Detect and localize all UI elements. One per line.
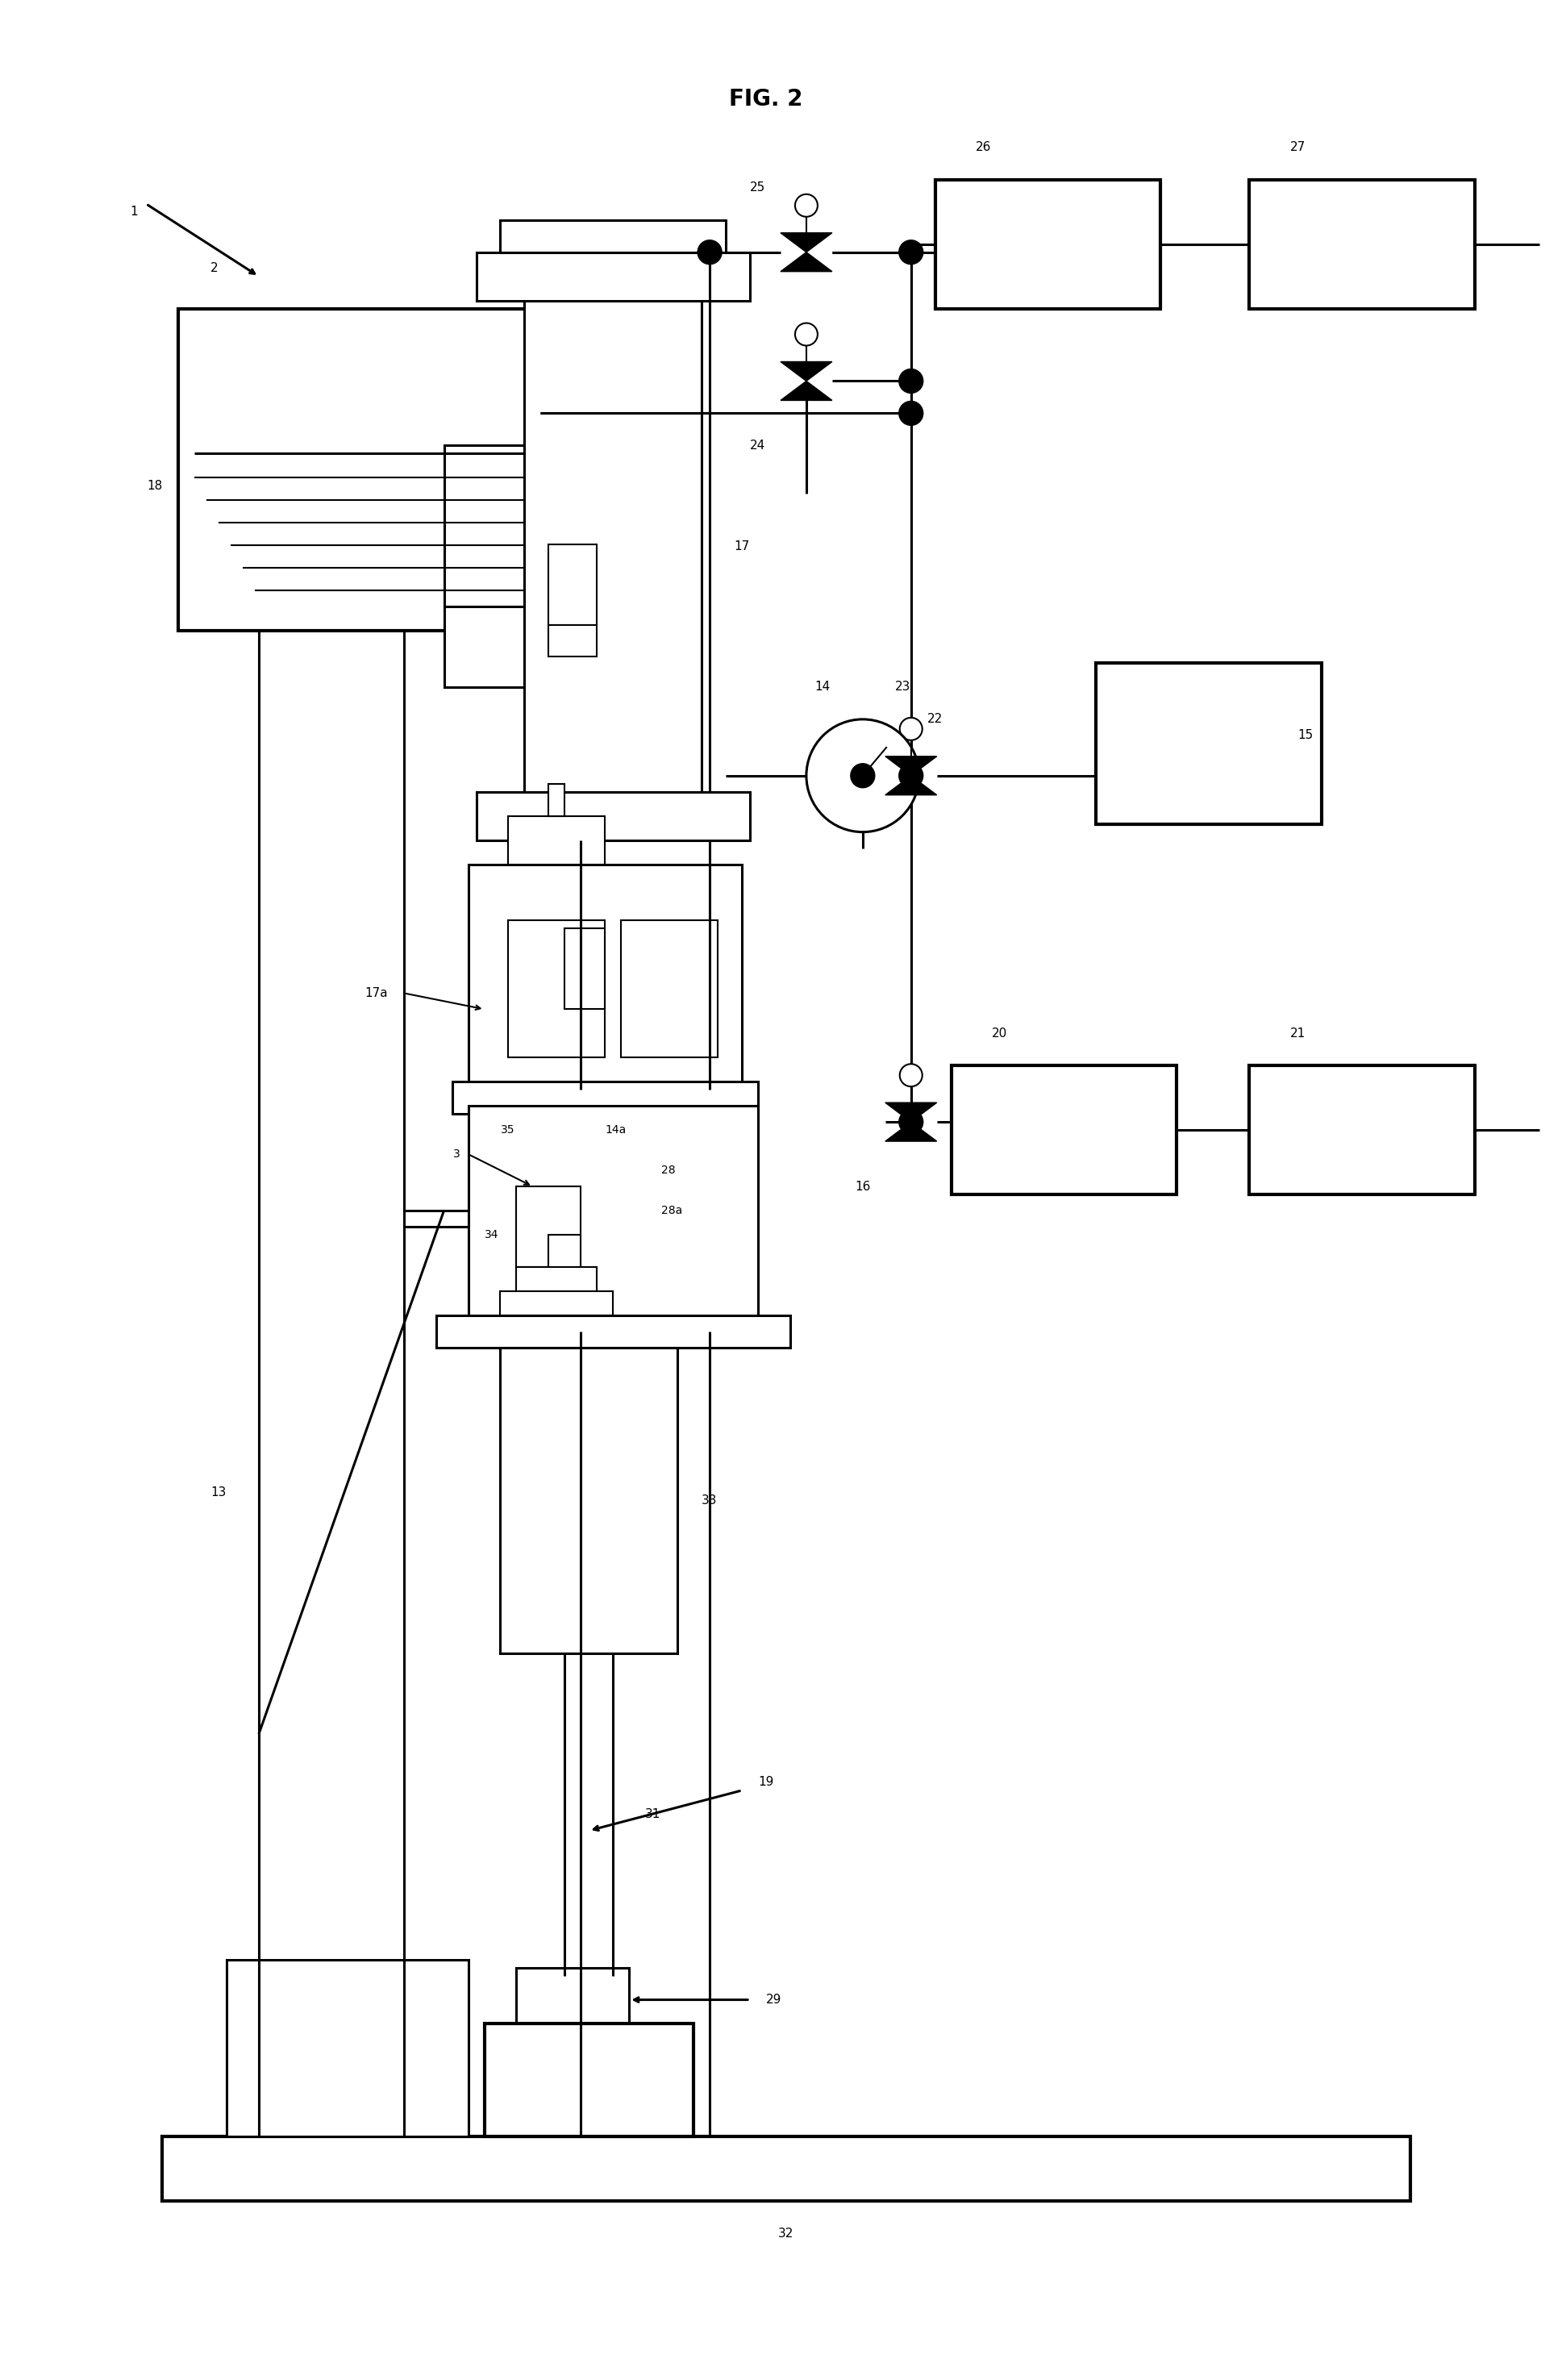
Polygon shape: [885, 1121, 937, 1142]
Text: 20: 20: [992, 1028, 1008, 1040]
Text: FIG. 2: FIG. 2: [729, 88, 803, 109]
Circle shape: [795, 195, 818, 217]
Bar: [501, 1290, 613, 1316]
Text: 3: 3: [453, 1150, 461, 1159]
Polygon shape: [781, 362, 832, 381]
Bar: [468, 1107, 758, 1330]
Text: 28: 28: [661, 1164, 675, 1176]
Text: 13: 13: [211, 1488, 227, 1499]
Text: 1: 1: [131, 207, 139, 219]
Circle shape: [898, 1109, 923, 1133]
Bar: [509, 921, 606, 1057]
Bar: [549, 545, 596, 624]
Text: 14: 14: [815, 681, 831, 693]
Bar: [501, 1347, 678, 1654]
Bar: [533, 2023, 613, 2040]
Text: 19: 19: [758, 1775, 774, 1787]
Bar: [516, 1968, 629, 2023]
Text: 25: 25: [750, 181, 766, 193]
Bar: [444, 607, 524, 688]
Polygon shape: [885, 757, 937, 776]
Polygon shape: [885, 776, 937, 795]
Text: 35: 35: [501, 1123, 515, 1135]
Bar: [549, 624, 596, 657]
Bar: [516, 1266, 596, 1299]
Bar: [951, 1066, 1177, 1195]
Text: 18: 18: [146, 481, 162, 493]
Bar: [1250, 1066, 1475, 1195]
Bar: [162, 2137, 1410, 2202]
Polygon shape: [781, 233, 832, 252]
Circle shape: [698, 240, 721, 264]
Text: 15: 15: [1298, 728, 1313, 743]
Text: 32: 32: [778, 2228, 794, 2240]
Text: 29: 29: [766, 1994, 781, 2006]
Bar: [621, 921, 718, 1057]
Circle shape: [806, 719, 918, 833]
Text: 16: 16: [855, 1180, 871, 1192]
Text: 21: 21: [1290, 1028, 1305, 1040]
Bar: [516, 1185, 581, 1266]
Text: 27: 27: [1290, 140, 1305, 155]
Circle shape: [851, 764, 875, 788]
Bar: [935, 181, 1160, 309]
Bar: [436, 1316, 791, 1347]
Bar: [549, 783, 564, 816]
Circle shape: [898, 240, 923, 264]
Bar: [484, 2023, 693, 2137]
Circle shape: [795, 324, 818, 345]
Bar: [227, 1959, 468, 2137]
Bar: [452, 1081, 758, 1114]
Text: 33: 33: [701, 1495, 718, 1507]
Text: 22: 22: [928, 714, 943, 726]
Circle shape: [898, 764, 923, 788]
Text: 31: 31: [646, 1809, 661, 1821]
Text: 26: 26: [975, 140, 991, 155]
Bar: [476, 793, 750, 840]
Polygon shape: [885, 1102, 937, 1121]
Bar: [1250, 181, 1475, 309]
Text: 23: 23: [895, 681, 911, 693]
Bar: [501, 219, 726, 252]
Bar: [509, 816, 606, 864]
Bar: [1096, 664, 1322, 823]
Bar: [476, 252, 750, 300]
Text: 17a: 17a: [365, 988, 388, 1000]
Circle shape: [900, 719, 922, 740]
Bar: [549, 1235, 581, 1283]
Polygon shape: [781, 381, 832, 400]
Text: 2: 2: [211, 262, 219, 274]
Circle shape: [898, 402, 923, 426]
Bar: [564, 928, 606, 1009]
Text: 34: 34: [484, 1228, 498, 1240]
Text: 24: 24: [750, 440, 766, 452]
Bar: [524, 283, 701, 807]
Bar: [468, 864, 741, 1090]
Text: 17: 17: [734, 540, 749, 552]
Text: 14a: 14a: [606, 1123, 626, 1135]
Polygon shape: [781, 252, 832, 271]
Bar: [444, 445, 524, 607]
Circle shape: [898, 369, 923, 393]
Text: 28a: 28a: [661, 1204, 683, 1216]
Bar: [179, 309, 541, 631]
Circle shape: [900, 1064, 922, 1088]
